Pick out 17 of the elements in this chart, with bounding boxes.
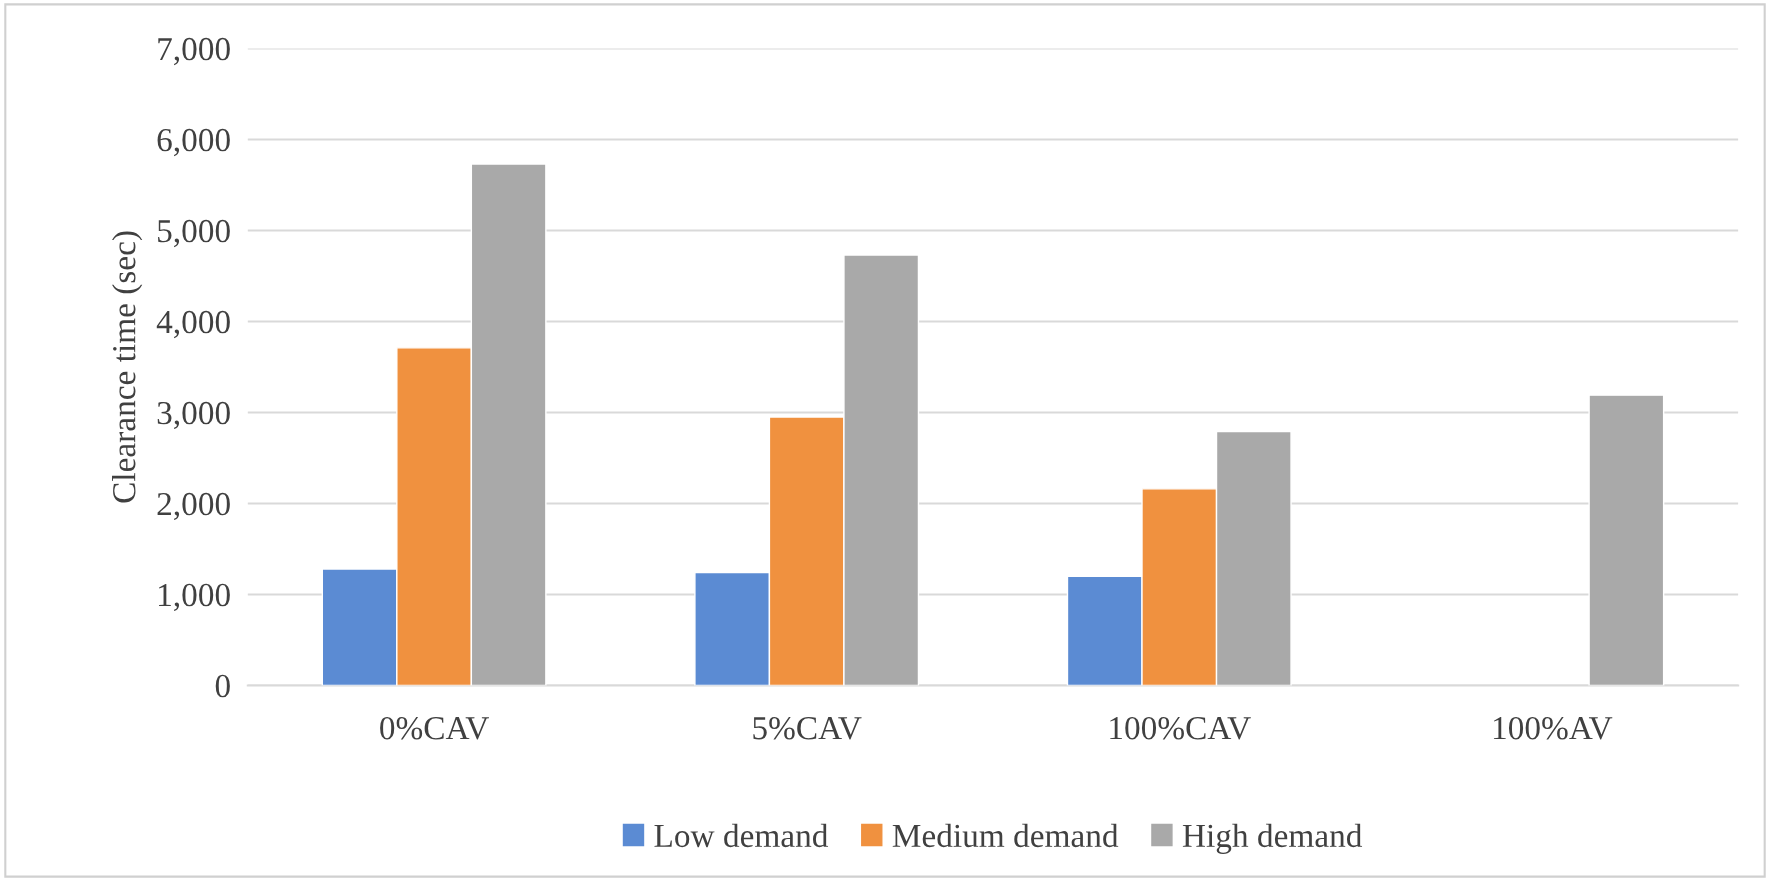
legend-label: High demand <box>1182 823 1363 855</box>
y-tick-label: 5,000 <box>158 219 230 248</box>
x-tick-label: 5%CAV <box>753 716 862 740</box>
y-tick-label: 4,000 <box>156 310 230 339</box>
legend-label: Medium demand <box>892 823 1119 848</box>
y-tick-label: 3,000 <box>157 401 230 430</box>
legend-label: Low demand <box>654 823 829 848</box>
x-tick-label: 0%CAV <box>380 716 489 740</box>
y-tick-label: 7,000 <box>158 37 230 66</box>
y-tick-label: 6,000 <box>157 128 230 157</box>
x-tick-label: 100%CAV <box>1110 716 1251 740</box>
y-tick-label: 1,000 <box>159 583 230 612</box>
y-tick-label: 0 <box>215 674 230 698</box>
y-axis-title: Clearance time (sec) <box>112 231 143 503</box>
y-tick-label: 2,000 <box>157 492 230 521</box>
bar <box>1588 394 1665 686</box>
x-tick-label: 100%AV <box>1493 716 1613 740</box>
